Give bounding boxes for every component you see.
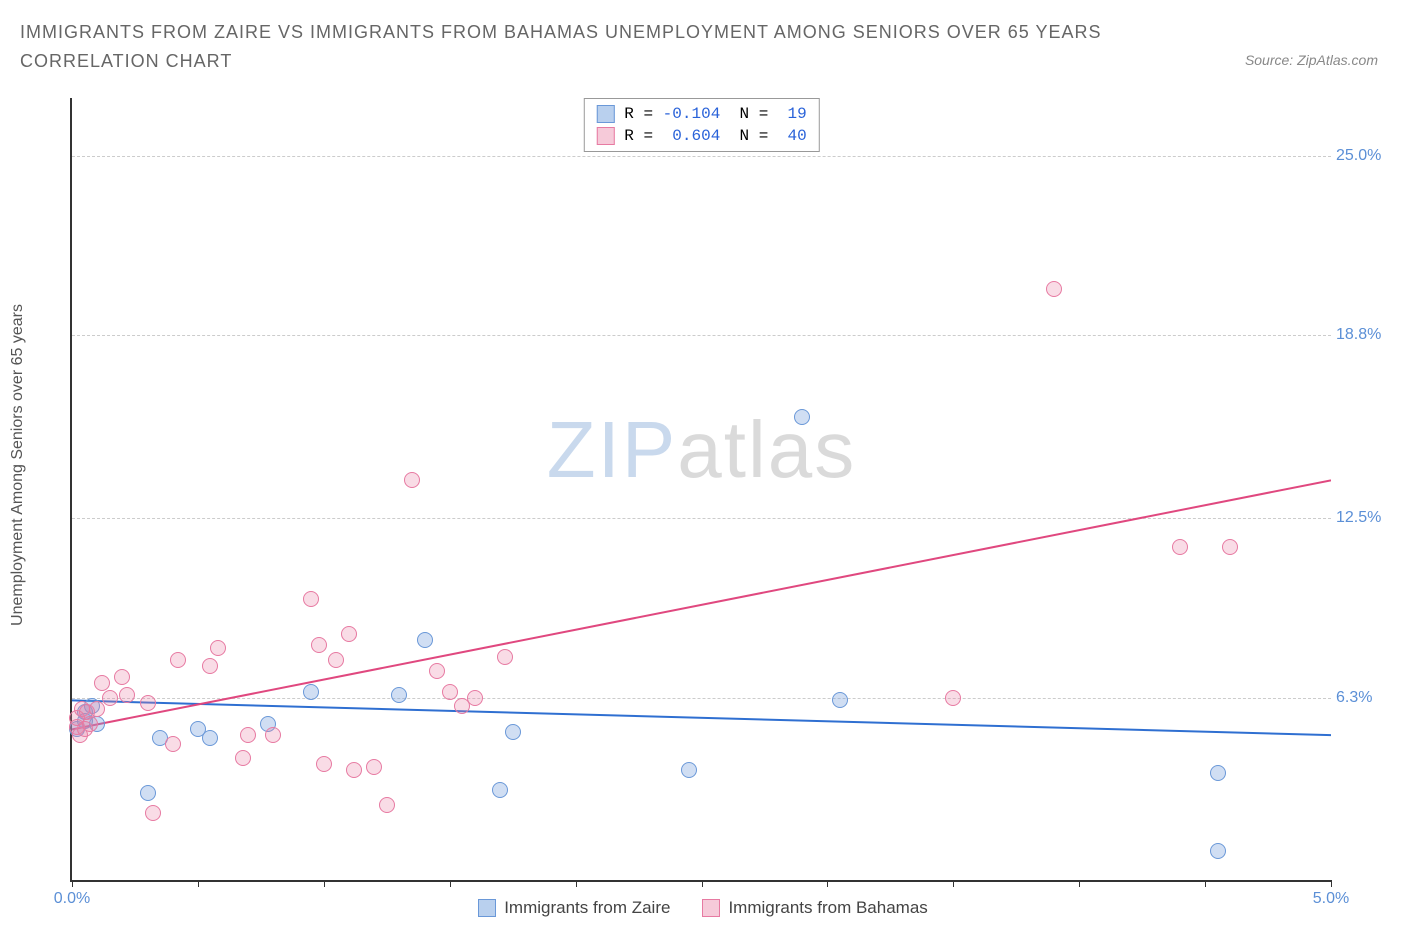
source-attribution: Source: ZipAtlas.com bbox=[1245, 52, 1378, 68]
legend-label-zaire: Immigrants from Zaire bbox=[504, 898, 670, 918]
point-bahamas bbox=[82, 716, 98, 732]
legend-stats-row-bahamas: R = 0.604 N = 40 bbox=[596, 125, 806, 147]
x-tick bbox=[827, 880, 828, 887]
x-tick bbox=[576, 880, 577, 887]
trend-line bbox=[72, 480, 1331, 729]
point-bahamas bbox=[346, 762, 362, 778]
point-zaire bbox=[1210, 843, 1226, 859]
legend-stats-zaire: R = -0.104 N = 19 bbox=[624, 105, 806, 123]
point-bahamas bbox=[945, 690, 961, 706]
trend-lines-layer bbox=[72, 98, 1331, 880]
y-tick-label: 18.8% bbox=[1336, 326, 1396, 344]
legend-label-bahamas: Immigrants from Bahamas bbox=[728, 898, 927, 918]
point-bahamas bbox=[145, 805, 161, 821]
point-bahamas bbox=[404, 472, 420, 488]
point-zaire bbox=[140, 785, 156, 801]
x-tick bbox=[450, 880, 451, 887]
legend-swatch-zaire bbox=[596, 105, 614, 123]
point-bahamas bbox=[89, 701, 105, 717]
point-bahamas bbox=[341, 626, 357, 642]
point-bahamas bbox=[119, 687, 135, 703]
point-bahamas bbox=[1046, 281, 1062, 297]
point-bahamas bbox=[379, 797, 395, 813]
n-value-bahamas: 40 bbox=[788, 127, 807, 145]
x-tick bbox=[1205, 880, 1206, 887]
legend-bottom: Immigrants from Zaire Immigrants from Ba… bbox=[0, 898, 1406, 918]
x-tick bbox=[324, 880, 325, 887]
x-tick bbox=[702, 880, 703, 887]
legend-swatch-bottom-zaire bbox=[478, 899, 496, 917]
point-zaire bbox=[202, 730, 218, 746]
point-bahamas bbox=[366, 759, 382, 775]
point-bahamas bbox=[140, 695, 156, 711]
x-tick bbox=[198, 880, 199, 887]
point-bahamas bbox=[467, 690, 483, 706]
chart-plot-area: ZIPatlas R = -0.104 N = 19 R = 0.604 N =… bbox=[70, 98, 1331, 882]
point-bahamas bbox=[328, 652, 344, 668]
point-bahamas bbox=[311, 637, 327, 653]
point-bahamas bbox=[170, 652, 186, 668]
point-bahamas bbox=[165, 736, 181, 752]
legend-bottom-item-bahamas: Immigrants from Bahamas bbox=[702, 898, 927, 918]
point-zaire bbox=[492, 782, 508, 798]
point-bahamas bbox=[114, 669, 130, 685]
y-tick-label: 12.5% bbox=[1336, 509, 1396, 527]
point-bahamas bbox=[202, 658, 218, 674]
point-bahamas bbox=[442, 684, 458, 700]
point-bahamas bbox=[497, 649, 513, 665]
point-bahamas bbox=[1222, 539, 1238, 555]
r-value-bahamas: 0.604 bbox=[672, 127, 720, 145]
point-zaire bbox=[794, 409, 810, 425]
point-zaire bbox=[832, 692, 848, 708]
x-tick bbox=[1331, 880, 1332, 887]
point-bahamas bbox=[235, 750, 251, 766]
point-zaire bbox=[681, 762, 697, 778]
legend-stats-bahamas: R = 0.604 N = 40 bbox=[624, 127, 806, 145]
legend-swatch-bottom-bahamas bbox=[702, 899, 720, 917]
point-bahamas bbox=[316, 756, 332, 772]
legend-stats-row-zaire: R = -0.104 N = 19 bbox=[596, 103, 806, 125]
r-value-zaire: -0.104 bbox=[663, 105, 721, 123]
point-bahamas bbox=[265, 727, 281, 743]
point-bahamas bbox=[429, 663, 445, 679]
legend-stats-box: R = -0.104 N = 19 R = 0.604 N = 40 bbox=[583, 98, 819, 152]
point-bahamas bbox=[210, 640, 226, 656]
point-bahamas bbox=[102, 690, 118, 706]
y-tick-label: 6.3% bbox=[1336, 689, 1396, 707]
point-zaire bbox=[417, 632, 433, 648]
y-tick-label: 25.0% bbox=[1336, 147, 1396, 165]
point-zaire bbox=[391, 687, 407, 703]
legend-bottom-item-zaire: Immigrants from Zaire bbox=[478, 898, 670, 918]
point-zaire bbox=[1210, 765, 1226, 781]
y-axis-label: Unemployment Among Seniors over 65 years bbox=[9, 304, 27, 626]
point-zaire bbox=[505, 724, 521, 740]
n-value-zaire: 19 bbox=[788, 105, 807, 123]
chart-title: IMMIGRANTS FROM ZAIRE VS IMMIGRANTS FROM… bbox=[20, 18, 1246, 76]
x-tick bbox=[1079, 880, 1080, 887]
point-bahamas bbox=[303, 591, 319, 607]
legend-swatch-bahamas bbox=[596, 127, 614, 145]
point-zaire bbox=[303, 684, 319, 700]
x-tick bbox=[953, 880, 954, 887]
trend-line bbox=[72, 700, 1331, 735]
x-tick bbox=[72, 880, 73, 887]
point-bahamas bbox=[1172, 539, 1188, 555]
point-bahamas bbox=[240, 727, 256, 743]
